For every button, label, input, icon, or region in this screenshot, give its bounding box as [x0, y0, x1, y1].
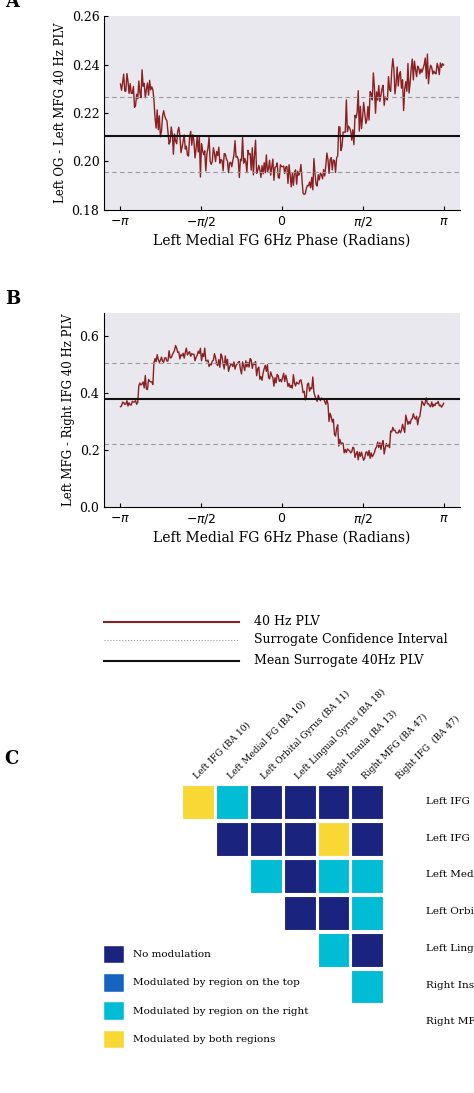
- Bar: [104, 1031, 124, 1048]
- Bar: [250, 859, 282, 893]
- Text: Mean Surrogate 40Hz PLV: Mean Surrogate 40Hz PLV: [254, 654, 423, 667]
- Text: Right Insula (BA 13): Right Insula (BA 13): [327, 708, 400, 780]
- Bar: [284, 785, 316, 820]
- Text: A: A: [5, 0, 19, 11]
- Text: B: B: [5, 290, 20, 308]
- Bar: [284, 859, 316, 893]
- Bar: [104, 974, 124, 991]
- Text: Left IFG (BA 10): Left IFG (BA 10): [192, 720, 252, 780]
- Bar: [250, 785, 282, 820]
- Text: 40 Hz PLV: 40 Hz PLV: [254, 615, 319, 628]
- Bar: [104, 947, 124, 963]
- Bar: [216, 822, 248, 856]
- Text: Modulated by region on the right: Modulated by region on the right: [133, 1007, 308, 1015]
- Text: Right Insula (BA 13): Right Insula (BA 13): [426, 980, 474, 989]
- Bar: [318, 932, 349, 966]
- Bar: [284, 822, 316, 856]
- Text: Left Medial FG (BA 10): Left Medial FG (BA 10): [426, 870, 474, 879]
- Text: Surrogate Confidence Interval: Surrogate Confidence Interval: [254, 634, 447, 646]
- Bar: [351, 822, 383, 856]
- Y-axis label: Left MFG - Right IFG 40 Hz PLV: Left MFG - Right IFG 40 Hz PLV: [63, 314, 75, 506]
- Text: Right IFG  (BA 47): Right IFG (BA 47): [394, 714, 462, 780]
- Text: Left Lingual Gyrus (BA 18): Left Lingual Gyrus (BA 18): [426, 943, 474, 953]
- Bar: [351, 932, 383, 966]
- Bar: [351, 969, 383, 1003]
- Bar: [351, 785, 383, 820]
- Bar: [216, 785, 248, 820]
- Bar: [182, 785, 214, 820]
- X-axis label: Left Medial FG 6Hz Phase (Radians): Left Medial FG 6Hz Phase (Radians): [154, 234, 410, 248]
- Bar: [250, 822, 282, 856]
- Text: Left Lingual Gyrus (BA 18): Left Lingual Gyrus (BA 18): [293, 687, 387, 780]
- Bar: [318, 859, 349, 893]
- Bar: [284, 896, 316, 930]
- Text: C: C: [5, 750, 19, 767]
- Bar: [104, 1002, 124, 1020]
- Text: Left Orbital Gyrus (BA 11): Left Orbital Gyrus (BA 11): [426, 907, 474, 916]
- Text: Left IFG (BA 46): Left IFG (BA 46): [426, 797, 474, 806]
- Text: Left Medial FG (BA 10): Left Medial FG (BA 10): [226, 700, 308, 780]
- Y-axis label: Left OG - Left MFG 40 Hz PLV: Left OG - Left MFG 40 Hz PLV: [55, 23, 67, 203]
- Text: Left IFG (BA 10): Left IFG (BA 10): [426, 833, 474, 842]
- Bar: [318, 785, 349, 820]
- Bar: [351, 896, 383, 930]
- Text: Left Orbital Gyrus (BA 11): Left Orbital Gyrus (BA 11): [259, 689, 352, 780]
- Text: Modulated by both regions: Modulated by both regions: [133, 1035, 275, 1044]
- Bar: [351, 859, 383, 893]
- Text: Right MFG (BA 47): Right MFG (BA 47): [361, 712, 429, 780]
- Bar: [318, 896, 349, 930]
- Bar: [318, 822, 349, 856]
- Text: Right MFG  (BA 47): Right MFG (BA 47): [426, 1018, 474, 1026]
- Text: No modulation: No modulation: [133, 950, 210, 960]
- X-axis label: Left Medial FG 6Hz Phase (Radians): Left Medial FG 6Hz Phase (Radians): [154, 531, 410, 545]
- Text: Modulated by region on the top: Modulated by region on the top: [133, 978, 300, 987]
